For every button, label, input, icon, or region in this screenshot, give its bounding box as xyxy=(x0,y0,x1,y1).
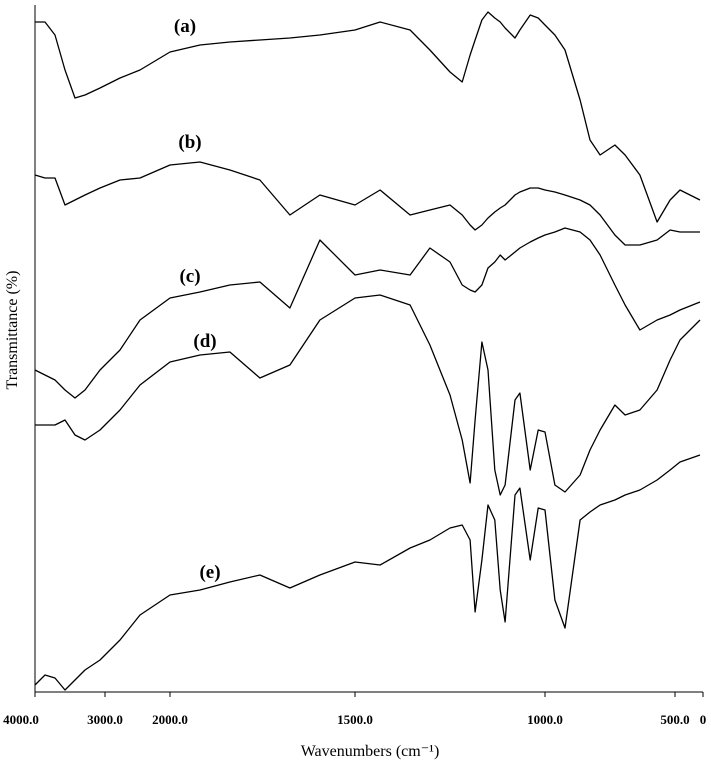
spectrum-line xyxy=(34,161,700,246)
x-tick-label: 3000.0 xyxy=(87,712,123,727)
x-tick-label: 0 xyxy=(700,712,707,727)
x-axis-label: Wavenumbers (cm⁻¹) xyxy=(301,743,440,760)
series-label: (b) xyxy=(178,132,201,153)
series-label: (c) xyxy=(179,266,200,287)
spectrum-line xyxy=(34,227,701,399)
series-label: (a) xyxy=(174,16,196,37)
spectrum-line xyxy=(35,294,701,496)
x-tick-label: 1500.0 xyxy=(337,712,373,727)
x-tick-label: 1000.0 xyxy=(527,712,563,727)
series-label: (d) xyxy=(193,331,216,352)
y-axis-label: Transmittance (%) xyxy=(4,271,21,390)
spectrum-line xyxy=(34,454,701,691)
x-tick-label: 2000.0 xyxy=(152,712,188,727)
series-label: (e) xyxy=(199,562,220,583)
spectrum-line xyxy=(35,11,701,223)
x-tick-label: 4000.0 xyxy=(3,712,39,727)
x-tick-label: 500.0 xyxy=(660,712,689,727)
